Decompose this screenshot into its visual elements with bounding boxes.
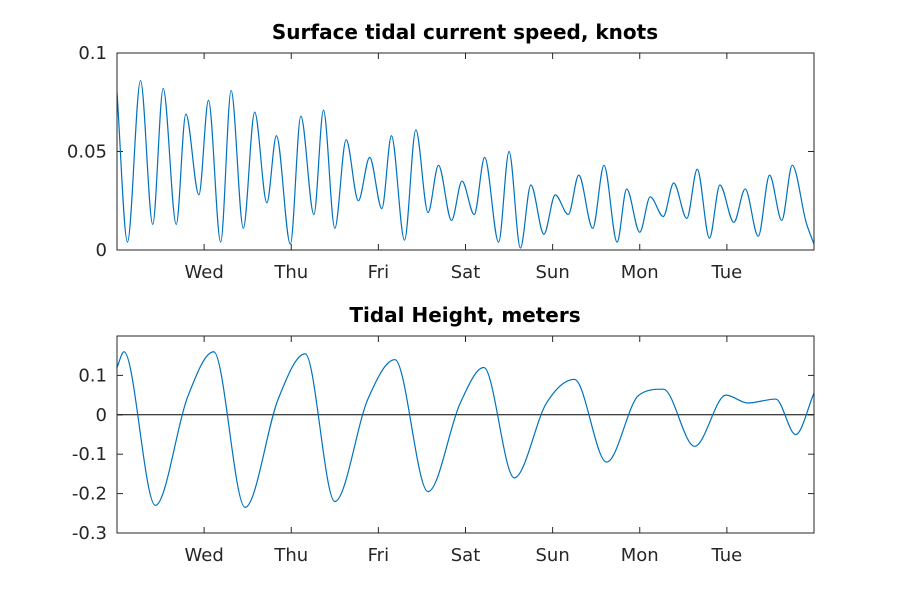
tidal-height-x-tick-label: Thu [273, 545, 308, 566]
current-speed-x-tick-label: Thu [273, 262, 308, 283]
current-speed-y-axis: 0 0.05 0.1 [67, 43, 814, 261]
current-speed-x-tick-label: Tue [711, 262, 743, 283]
current-speed-axes-box [116, 52, 815, 251]
tidal-height-x-tick-label: Sat [451, 545, 481, 566]
tidal-height-y-tick-label: -0.1 [72, 444, 107, 465]
tidal-height-y-tick-label: -0.3 [72, 523, 107, 544]
current-speed-y-tick-label: 0.1 [78, 43, 107, 64]
tidal-height-y-axis: -0.3 -0.2 -0.1 0 0.1 [72, 365, 814, 544]
tidal-height-x-tick-label: Fri [368, 545, 389, 566]
current-speed-x-tick-label: Wed [185, 262, 224, 283]
tidal-height-y-tick-label: -0.2 [72, 484, 107, 505]
tidal-height-x-tick-label: Sun [536, 545, 570, 566]
tidal-height-panel: Tidal Height, meters Wed Thu Fri Sat Sun Mon T… [72, 303, 815, 566]
tidal-height-x-tick-label: Tue [711, 545, 743, 566]
tidal-height-line [116, 351, 815, 508]
tidal-height-axes-box [116, 335, 815, 534]
current-speed-x-tick-label: Sun [536, 262, 570, 283]
current-speed-y-tick-label: 0.05 [67, 142, 107, 163]
current-speed-y-tick-label: 0 [96, 240, 107, 261]
tidal-height-x-tick-label: Wed [185, 545, 224, 566]
current-speed-x-tick-label: Mon [621, 262, 659, 283]
current-speed-panel: Surface tidal current speed, knots Wed Th… [67, 20, 815, 283]
tidal-height-y-tick-label: 0 [96, 405, 107, 426]
tidal-height-x-axis: Wed Thu Fri Sat Sun Mon Tue [185, 336, 743, 566]
tidal-height-title: Tidal Height, meters [349, 303, 580, 327]
tidal-height-x-tick-label: Mon [621, 545, 659, 566]
current-speed-x-tick-label: Sat [451, 262, 481, 283]
current-speed-x-tick-label: Fri [368, 262, 389, 283]
current-speed-line [116, 79, 815, 249]
current-speed-x-axis: Wed Thu Fri Sat Sun Mon Tue [185, 53, 743, 283]
tidal-height-y-tick-label: 0.1 [78, 365, 107, 386]
current-speed-title: Surface tidal current speed, knots [272, 20, 658, 44]
